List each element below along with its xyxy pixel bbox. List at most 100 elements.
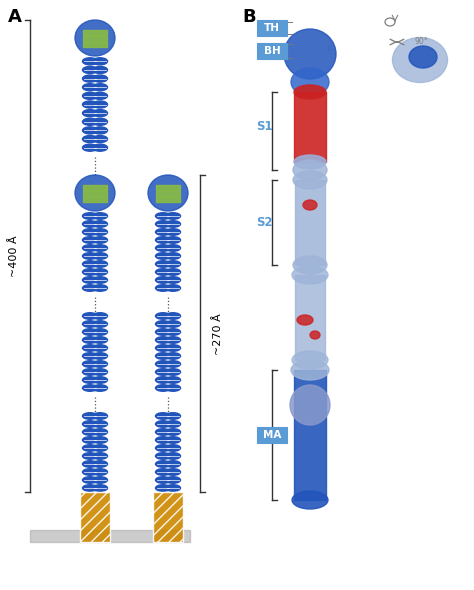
Ellipse shape [92, 101, 108, 108]
Ellipse shape [82, 237, 98, 243]
Ellipse shape [75, 20, 115, 56]
Bar [294, 92, 326, 162]
Ellipse shape [82, 429, 98, 435]
Ellipse shape [92, 84, 108, 91]
Ellipse shape [155, 453, 171, 459]
Ellipse shape [165, 461, 181, 467]
Ellipse shape [92, 377, 108, 384]
Ellipse shape [155, 385, 171, 391]
Ellipse shape [82, 67, 98, 74]
Ellipse shape [155, 277, 171, 283]
Ellipse shape [165, 437, 181, 443]
Ellipse shape [284, 29, 336, 79]
Ellipse shape [165, 285, 181, 291]
Ellipse shape [82, 245, 98, 251]
Ellipse shape [165, 237, 181, 243]
Ellipse shape [165, 353, 181, 359]
Ellipse shape [92, 277, 108, 283]
Ellipse shape [82, 92, 98, 99]
Ellipse shape [82, 369, 98, 375]
Ellipse shape [155, 285, 171, 291]
Ellipse shape [155, 477, 171, 483]
Ellipse shape [92, 329, 108, 335]
Ellipse shape [155, 413, 171, 419]
FancyBboxPatch shape [257, 20, 287, 36]
Text: ~270 Å: ~270 Å [213, 313, 223, 355]
Text: S2: S2 [255, 216, 272, 229]
Ellipse shape [155, 237, 171, 243]
Ellipse shape [165, 277, 181, 283]
Ellipse shape [82, 485, 98, 491]
Ellipse shape [165, 445, 181, 451]
Ellipse shape [82, 253, 98, 259]
Text: ~400 Å: ~400 Å [9, 235, 19, 277]
Ellipse shape [82, 84, 98, 91]
Ellipse shape [155, 213, 171, 219]
Ellipse shape [155, 345, 171, 351]
Bar [295, 275, 325, 360]
Ellipse shape [292, 351, 328, 369]
Ellipse shape [155, 429, 171, 435]
Ellipse shape [82, 461, 98, 467]
Ellipse shape [92, 110, 108, 117]
Text: A: A [8, 8, 22, 26]
Ellipse shape [165, 213, 181, 219]
Bar [80, 492, 110, 542]
Ellipse shape [155, 337, 171, 343]
Ellipse shape [165, 477, 181, 483]
Ellipse shape [92, 245, 108, 251]
Ellipse shape [310, 331, 320, 339]
Ellipse shape [92, 261, 108, 267]
Ellipse shape [82, 110, 98, 117]
Ellipse shape [155, 421, 171, 427]
Ellipse shape [82, 136, 98, 143]
Ellipse shape [293, 256, 327, 274]
Ellipse shape [165, 413, 181, 419]
Ellipse shape [155, 360, 171, 368]
Ellipse shape [82, 445, 98, 451]
Ellipse shape [92, 453, 108, 459]
Bar [83, 185, 107, 190]
Bar [30, 530, 190, 542]
Ellipse shape [92, 75, 108, 82]
Ellipse shape [292, 491, 328, 509]
Ellipse shape [155, 253, 171, 259]
Ellipse shape [82, 213, 98, 219]
Ellipse shape [82, 421, 98, 427]
Ellipse shape [82, 385, 98, 391]
FancyBboxPatch shape [257, 427, 287, 443]
Ellipse shape [92, 421, 108, 427]
Ellipse shape [92, 144, 108, 151]
Ellipse shape [155, 377, 171, 384]
Ellipse shape [165, 245, 181, 251]
Ellipse shape [165, 221, 181, 227]
Ellipse shape [92, 429, 108, 435]
Ellipse shape [82, 453, 98, 459]
Ellipse shape [92, 285, 108, 291]
Ellipse shape [92, 437, 108, 443]
Ellipse shape [293, 171, 327, 189]
Ellipse shape [82, 118, 98, 125]
Ellipse shape [92, 58, 108, 65]
Ellipse shape [82, 268, 98, 276]
Bar [294, 370, 326, 500]
Ellipse shape [82, 377, 98, 384]
Ellipse shape [165, 468, 181, 476]
Ellipse shape [292, 266, 328, 284]
Ellipse shape [165, 377, 181, 384]
Ellipse shape [165, 453, 181, 459]
Ellipse shape [82, 337, 98, 343]
Ellipse shape [155, 461, 171, 467]
Ellipse shape [92, 353, 108, 359]
Ellipse shape [165, 429, 181, 435]
Ellipse shape [291, 68, 329, 96]
Ellipse shape [82, 277, 98, 283]
Bar [83, 30, 107, 35]
Ellipse shape [165, 421, 181, 427]
Ellipse shape [92, 237, 108, 243]
Ellipse shape [82, 221, 98, 227]
Ellipse shape [92, 221, 108, 227]
Ellipse shape [92, 385, 108, 391]
Ellipse shape [290, 385, 330, 425]
Ellipse shape [92, 268, 108, 276]
